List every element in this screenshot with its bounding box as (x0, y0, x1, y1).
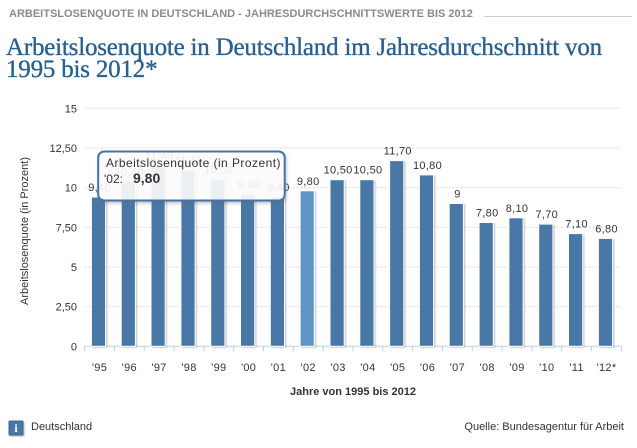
svg-text:'01: '01 (271, 362, 286, 374)
svg-text:9: 9 (454, 189, 460, 201)
svg-text:12,50: 12,50 (49, 143, 77, 155)
svg-text:'11: '11 (569, 362, 583, 374)
svg-text:10,50: 10,50 (353, 165, 382, 177)
svg-text:'10: '10 (539, 362, 554, 374)
svg-text:Arbeitslosenquote (in Prozent): Arbeitslosenquote (in Prozent) (106, 156, 281, 170)
svg-text:7,80: 7,80 (476, 208, 499, 220)
svg-text:Arbeitslosenquote (in Prozent): Arbeitslosenquote (in Prozent) (19, 157, 31, 305)
svg-text:'02:: '02: (104, 172, 123, 186)
svg-text:'09: '09 (509, 362, 524, 374)
svg-text:i: i (14, 421, 18, 435)
svg-text:'05: '05 (390, 362, 405, 374)
svg-text:9,80: 9,80 (133, 170, 160, 186)
svg-text:5: 5 (71, 262, 77, 274)
svg-text:'02: '02 (301, 362, 316, 374)
svg-text:15: 15 (65, 103, 77, 115)
svg-text:7,70: 7,70 (535, 209, 558, 221)
svg-text:'97: '97 (151, 362, 166, 374)
svg-text:8,10: 8,10 (506, 203, 529, 215)
svg-text:9,80: 9,80 (297, 176, 320, 188)
svg-text:10: 10 (65, 183, 77, 195)
svg-text:11,70: 11,70 (384, 146, 412, 158)
svg-text:'96: '96 (122, 362, 137, 374)
svg-text:2,50: 2,50 (56, 302, 77, 314)
svg-text:10,50: 10,50 (324, 165, 353, 177)
svg-text:0: 0 (71, 341, 77, 353)
svg-text:Jahre von 1995 bis 2012: Jahre von 1995 bis 2012 (290, 386, 416, 398)
svg-text:'08: '08 (480, 362, 495, 374)
svg-text:'06: '06 (420, 362, 435, 374)
svg-text:'07: '07 (450, 362, 465, 374)
svg-text:6,80: 6,80 (595, 223, 618, 235)
svg-text:'00: '00 (241, 362, 256, 374)
svg-text:'03: '03 (330, 362, 345, 374)
svg-text:'98: '98 (181, 362, 196, 374)
svg-text:'99: '99 (211, 362, 226, 374)
svg-text:'12*: '12* (597, 362, 617, 374)
svg-text:7,50: 7,50 (56, 222, 77, 234)
svg-text:7,10: 7,10 (565, 219, 588, 231)
svg-text:'04: '04 (360, 362, 375, 374)
svg-text:10,80: 10,80 (413, 160, 442, 172)
svg-text:'95: '95 (92, 362, 107, 374)
